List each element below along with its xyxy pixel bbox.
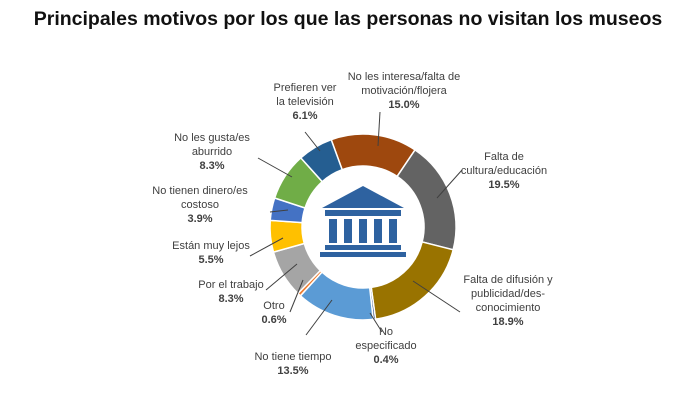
slice-label: No tienen dinero/es [152,185,248,197]
slice-value-label: 8.3% [199,160,224,172]
leader-line [249,237,284,257]
slice-value-label: 8.3% [218,293,243,305]
slice-label: Falta de [484,151,524,163]
slice-value-label: 3.9% [187,213,212,225]
leader-line [257,157,293,178]
slice-label: aburrido [192,146,232,158]
slice-value-label: 19.5% [488,179,519,191]
slice-label: publicidad/des- [471,288,545,300]
slice-value-label: 6.1% [292,110,317,122]
museum-building-icon [320,186,406,257]
slice-value-label: 0.6% [261,314,286,326]
leader-line [305,299,333,336]
slice-label: No les interesa/falta de [348,71,461,83]
slice-label: Están muy lejos [172,240,250,252]
slice-label: motivación/flojera [361,85,447,97]
slice-value-label: 0.4% [373,354,398,366]
slice-label: Otro [263,300,284,312]
leader-line [377,111,381,147]
leader-line [289,279,304,313]
leader-line [265,263,298,291]
slice-value-label: 15.0% [388,99,419,111]
leader-line [436,169,463,199]
slice-label: Por el trabajo [198,279,263,291]
slice-value-label: 13.5% [277,365,308,377]
chart-title: Principales motivos por los que las pers… [33,8,663,30]
donut-slice [396,148,457,251]
slice-value-label: 18.9% [492,316,523,328]
leader-line [269,209,289,213]
slice-value-label: 5.5% [198,254,223,266]
leader-line [304,131,321,152]
leader-line [412,280,461,313]
leader-line [369,312,383,333]
slice-label: No les gusta/es [174,132,250,144]
slice-label: conocimiento [476,302,541,314]
slice-label: cultura/educación [461,165,547,177]
slice-label: No [379,326,393,338]
slice-label: la televisión [276,96,333,108]
slice-label: costoso [181,199,219,211]
donut-slice [299,138,344,183]
slice-label: Falta de difusión y [463,274,553,286]
slice-label: No tiene tiempo [254,351,331,363]
slice-label: especificado [355,340,416,352]
slice-label: Prefieren ver [274,82,337,94]
